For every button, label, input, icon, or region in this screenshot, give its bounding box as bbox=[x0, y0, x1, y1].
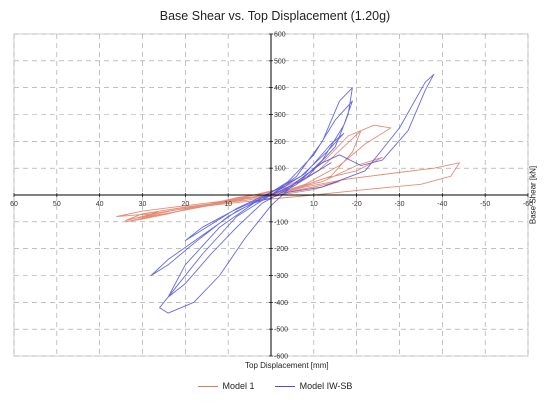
y-tick-label: 100 bbox=[274, 166, 286, 173]
y-tick-label: -200 bbox=[274, 246, 288, 253]
legend-swatch-model-1 bbox=[197, 385, 218, 387]
legend-swatch-model-iw-sb bbox=[274, 385, 295, 387]
y-tick-label: -300 bbox=[274, 273, 288, 280]
legend-entry-model-1: Model 1 bbox=[197, 381, 255, 391]
x-tick-label: 30 bbox=[139, 201, 147, 208]
x-tick-label: 10 bbox=[224, 201, 232, 208]
y-tick-label: 500 bbox=[274, 58, 286, 65]
x-tick-label: 40 bbox=[96, 201, 104, 208]
legend-entry-model-iw-sb: Model IW-SB bbox=[274, 381, 353, 391]
y-tick-label: 300 bbox=[274, 112, 286, 119]
x-axis-label: Top Displacement [mm] bbox=[245, 361, 329, 370]
legend-label-model-iw-sb: Model IW-SB bbox=[299, 381, 353, 391]
x-tick-label: 20 bbox=[181, 201, 189, 208]
y-tick-label: -100 bbox=[274, 219, 288, 226]
y-tick-label: 600 bbox=[274, 32, 286, 39]
x-tick-label: -50 bbox=[480, 201, 490, 208]
x-tick-label: -40 bbox=[437, 201, 447, 208]
x-tick-label: 60 bbox=[10, 201, 18, 208]
y-tick-label: -600 bbox=[274, 354, 288, 361]
y-tick-label: 200 bbox=[274, 139, 286, 146]
series-model-1-line bbox=[116, 124, 460, 223]
x-tick-label: -20 bbox=[352, 201, 362, 208]
x-tick-label: 10 bbox=[310, 201, 318, 208]
y-tick-label: -500 bbox=[274, 327, 288, 334]
legend: Model 1 Model IW-SB bbox=[0, 381, 550, 391]
legend-label-model-1: Model 1 bbox=[222, 381, 255, 391]
y-tick-label: -400 bbox=[274, 300, 288, 307]
chart-title: Base Shear vs. Top Displacement (1.20g) bbox=[159, 9, 391, 23]
x-tick-label: -30 bbox=[394, 201, 404, 208]
x-tick-label: -60 bbox=[523, 201, 533, 208]
series-model-iw-sb-line bbox=[150, 73, 435, 314]
x-tick-label: 50 bbox=[53, 201, 61, 208]
y-tick-label: 400 bbox=[274, 85, 286, 92]
y-axis-label: Base Shear [kN] bbox=[528, 165, 538, 225]
